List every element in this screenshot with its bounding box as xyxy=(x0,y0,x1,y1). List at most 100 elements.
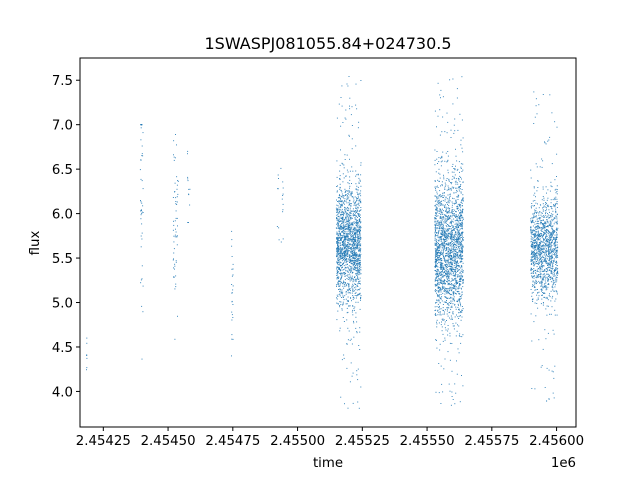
data-point xyxy=(435,291,437,293)
data-point xyxy=(556,222,558,224)
data-point xyxy=(454,285,455,287)
data-point xyxy=(444,239,445,241)
data-point xyxy=(439,209,441,210)
data-point xyxy=(446,244,448,245)
data-point xyxy=(530,256,532,258)
data-point xyxy=(337,302,339,304)
data-point xyxy=(434,235,436,237)
data-point xyxy=(439,211,441,213)
data-point xyxy=(531,253,533,255)
data-point xyxy=(337,212,339,214)
data-point xyxy=(446,303,448,305)
data-point xyxy=(553,273,555,275)
data-point xyxy=(541,260,542,262)
data-point xyxy=(437,257,439,259)
data-point xyxy=(448,312,450,314)
data-point xyxy=(346,300,348,302)
data-point xyxy=(349,105,350,107)
data-point xyxy=(459,239,461,241)
data-point xyxy=(533,186,535,188)
data-point xyxy=(440,289,442,291)
data-point xyxy=(341,193,343,195)
data-point xyxy=(346,227,348,229)
data-point xyxy=(447,159,449,161)
data-point xyxy=(436,196,438,198)
data-point xyxy=(340,251,342,252)
data-point xyxy=(541,281,543,283)
data-point xyxy=(461,189,463,190)
data-point xyxy=(443,246,445,248)
data-point xyxy=(434,223,436,225)
data-point xyxy=(530,220,532,222)
data-point xyxy=(351,375,353,377)
data-point xyxy=(340,97,342,98)
data-point xyxy=(556,272,558,274)
data-point xyxy=(357,219,359,221)
data-point xyxy=(349,247,351,249)
data-point xyxy=(448,288,450,290)
data-point xyxy=(452,269,454,271)
data-point xyxy=(282,193,284,195)
data-point xyxy=(343,233,345,235)
data-point xyxy=(348,254,350,256)
data-point xyxy=(437,236,439,238)
data-point xyxy=(447,255,449,257)
data-point xyxy=(540,285,542,287)
data-point xyxy=(358,407,360,409)
data-point xyxy=(531,340,533,342)
data-point xyxy=(531,292,533,294)
data-point xyxy=(542,256,544,258)
data-point xyxy=(531,250,533,252)
data-point xyxy=(448,228,450,230)
data-point xyxy=(455,281,457,283)
data-point xyxy=(342,304,344,306)
data-point xyxy=(458,161,460,163)
data-point xyxy=(454,258,456,260)
data-point xyxy=(459,245,461,247)
data-point xyxy=(434,180,436,182)
data-point xyxy=(344,282,346,283)
data-point xyxy=(354,306,356,308)
data-point xyxy=(446,297,448,299)
data-point xyxy=(352,305,354,307)
data-point xyxy=(539,282,540,284)
data-point xyxy=(437,222,439,224)
data-point xyxy=(442,333,444,335)
data-point xyxy=(462,151,464,153)
data-point xyxy=(547,277,549,279)
data-point xyxy=(436,301,438,303)
data-point xyxy=(534,228,536,230)
data-point xyxy=(356,222,358,224)
data-point xyxy=(344,154,346,156)
data-point xyxy=(451,245,453,247)
data-point xyxy=(360,221,361,223)
data-point xyxy=(453,124,455,126)
data-point xyxy=(348,238,350,240)
data-point xyxy=(356,211,358,213)
data-point xyxy=(542,248,544,250)
data-point xyxy=(450,221,451,223)
data-point xyxy=(359,222,361,224)
data-point xyxy=(452,311,454,313)
data-point xyxy=(354,238,356,240)
data-point xyxy=(540,277,542,279)
data-point xyxy=(550,300,552,302)
data-point xyxy=(442,227,444,229)
data-point xyxy=(448,255,450,257)
data-point xyxy=(353,247,355,249)
data-point xyxy=(533,268,535,270)
data-point xyxy=(534,231,536,233)
data-point xyxy=(441,208,443,210)
data-point xyxy=(357,239,359,241)
data-point xyxy=(357,127,359,129)
data-point xyxy=(451,219,453,221)
data-point xyxy=(537,248,539,250)
data-point xyxy=(462,231,464,233)
data-point xyxy=(443,192,445,194)
data-point xyxy=(439,134,441,136)
data-point xyxy=(434,239,436,241)
data-point xyxy=(553,258,555,260)
data-point xyxy=(343,321,345,322)
data-point xyxy=(341,244,343,246)
data-point xyxy=(336,250,338,252)
